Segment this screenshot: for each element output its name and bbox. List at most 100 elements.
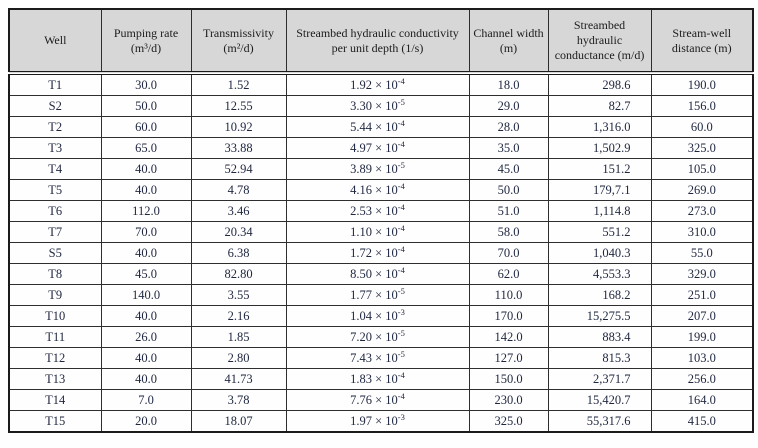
- cell-well: T10: [8, 305, 102, 327]
- cell-channel_width: 18.0: [468, 72, 549, 96]
- cell-transmissivity: 1.52: [190, 72, 287, 96]
- cell-pumping_rate: 65.0: [100, 137, 192, 159]
- cell-distance: 415.0: [650, 410, 754, 433]
- table-row: T10 40.0 2.16 1.04 × 10-3 170.0 15,275.5 207.0: [8, 305, 754, 327]
- cell-distance: 251.0: [650, 284, 754, 306]
- cell-conductance: 1,040.3: [547, 242, 652, 264]
- table-row: T1 30.0 1.52 1.92 × 10-4 18.0 298.6 190.0: [8, 72, 754, 96]
- cell-transmissivity: 52.94: [190, 158, 287, 180]
- cell-transmissivity: 10.92: [190, 116, 287, 138]
- cell-well: T1: [8, 72, 102, 96]
- exponent: -4: [397, 201, 405, 212]
- cell-conductivity: 1.72 × 10-4: [285, 242, 470, 264]
- cell-well: T11: [8, 326, 102, 348]
- cell-well: S2: [8, 95, 102, 117]
- cell-conductance: 1,114.8: [547, 200, 652, 222]
- cell-transmissivity: 41.73: [190, 368, 287, 390]
- cell-pumping_rate: 20.0: [100, 410, 192, 433]
- cell-conductivity: 1.10 × 10-4: [285, 221, 470, 243]
- cell-transmissivity: 18.07: [190, 410, 287, 433]
- cell-well: T6: [8, 200, 102, 222]
- cell-transmissivity: 1.85: [190, 326, 287, 348]
- table-row: S2 50.0 12.55 3.30 × 10-5 29.0 82.7 156.0: [8, 95, 754, 117]
- cell-transmissivity: 4.78: [190, 179, 287, 201]
- cell-distance: 190.0: [650, 72, 754, 96]
- cell-conductivity: 5.44 × 10-4: [285, 116, 470, 138]
- exponent: -5: [397, 285, 405, 296]
- cell-pumping_rate: 40.0: [100, 368, 192, 390]
- cell-channel_width: 127.0: [468, 347, 549, 369]
- cell-conductance: 168.2: [547, 284, 652, 306]
- cell-conductance: 883.4: [547, 326, 652, 348]
- cell-well: T3: [8, 137, 102, 159]
- cell-channel_width: 325.0: [468, 410, 549, 433]
- cell-distance: 164.0: [650, 389, 754, 411]
- cell-conductivity: 8.50 × 10-4: [285, 263, 470, 285]
- column-header-channel_width: Channel width (m): [468, 9, 549, 75]
- table-row: T15 20.0 18.07 1.97 × 10-3 325.0 55,317.6 415.…: [8, 410, 754, 433]
- table-row: T11 26.0 1.85 7.20 × 10-5 142.0 883.4 199.0: [8, 326, 754, 348]
- cell-pumping_rate: 40.0: [100, 242, 192, 264]
- cell-conductance: 298.6: [547, 72, 652, 96]
- cell-pumping_rate: 60.0: [100, 116, 192, 138]
- cell-conductance: 15,275.5: [547, 305, 652, 327]
- header-row: Well Pumping rate (m³/d) Transmissivity (m…: [8, 9, 754, 75]
- cell-distance: 105.0: [650, 158, 754, 180]
- column-header-conductivity: Streambed hydraulic conductivity per uni…: [285, 9, 470, 75]
- cell-transmissivity: 3.46: [190, 200, 287, 222]
- column-header-conductance: Streambed hydraulic conductance (m/d): [547, 9, 652, 75]
- cell-channel_width: 28.0: [468, 116, 549, 138]
- cell-channel_width: 29.0: [468, 95, 549, 117]
- table-row: T13 40.0 41.73 1.83 × 10-4 150.0 2,371.7 256.0: [8, 368, 754, 390]
- cell-pumping_rate: 112.0: [100, 200, 192, 222]
- cell-conductivity: 7.43 × 10-5: [285, 347, 470, 369]
- cell-distance: 329.0: [650, 263, 754, 285]
- cell-conductivity: 3.30 × 10-5: [285, 95, 470, 117]
- cell-pumping_rate: 45.0: [100, 263, 192, 285]
- table-row: S5 40.0 6.38 1.72 × 10-4 70.0 1,040.3 55.0: [8, 242, 754, 264]
- cell-conductance: 179,7.1: [547, 179, 652, 201]
- cell-conductance: 4,553.3: [547, 263, 652, 285]
- exponent: -4: [397, 369, 405, 380]
- cell-conductivity: 7.76 × 10-4: [285, 389, 470, 411]
- cell-channel_width: 70.0: [468, 242, 549, 264]
- exponent: -4: [397, 180, 405, 191]
- cell-pumping_rate: 40.0: [100, 158, 192, 180]
- cell-conductivity: 4.16 × 10-4: [285, 179, 470, 201]
- cell-conductance: 151.2: [547, 158, 652, 180]
- cell-conductivity: 1.04 × 10-3: [285, 305, 470, 327]
- exponent: -4: [397, 264, 405, 275]
- table-row: T14 7.0 3.78 7.76 × 10-4 230.0 15,420.7 164.0: [8, 389, 754, 411]
- exponent: -4: [397, 75, 405, 86]
- cell-pumping_rate: 26.0: [100, 326, 192, 348]
- cell-pumping_rate: 70.0: [100, 221, 192, 243]
- cell-transmissivity: 3.55: [190, 284, 287, 306]
- cell-pumping_rate: 50.0: [100, 95, 192, 117]
- column-header-well: Well: [8, 9, 102, 75]
- cell-channel_width: 50.0: [468, 179, 549, 201]
- cell-well: T9: [8, 284, 102, 306]
- cell-well: T5: [8, 179, 102, 201]
- cell-distance: 325.0: [650, 137, 754, 159]
- table-body: T1 30.0 1.52 1.92 × 10-4 18.0 298.6 190.0 S2 50.…: [8, 72, 754, 433]
- table-row: T7 70.0 20.34 1.10 × 10-4 58.0 551.2 310.0: [8, 221, 754, 243]
- cell-channel_width: 35.0: [468, 137, 549, 159]
- cell-channel_width: 150.0: [468, 368, 549, 390]
- exponent: -5: [397, 327, 405, 338]
- cell-conductance: 15,420.7: [547, 389, 652, 411]
- table-row: T8 45.0 82.80 8.50 × 10-4 62.0 4,553.3 329.0: [8, 263, 754, 285]
- cell-conductance: 1,316.0: [547, 116, 652, 138]
- exponent: -3: [397, 306, 405, 317]
- well-parameters-table: Well Pumping rate (m³/d) Transmissivity (m…: [8, 8, 754, 433]
- cell-conductivity: 1.97 × 10-3: [285, 410, 470, 433]
- exponent: -5: [397, 348, 405, 359]
- cell-channel_width: 58.0: [468, 221, 549, 243]
- cell-pumping_rate: 40.0: [100, 347, 192, 369]
- cell-channel_width: 142.0: [468, 326, 549, 348]
- cell-conductivity: 7.20 × 10-5: [285, 326, 470, 348]
- cell-distance: 199.0: [650, 326, 754, 348]
- cell-pumping_rate: 40.0: [100, 179, 192, 201]
- cell-channel_width: 45.0: [468, 158, 549, 180]
- cell-conductivity: 1.77 × 10-5: [285, 284, 470, 306]
